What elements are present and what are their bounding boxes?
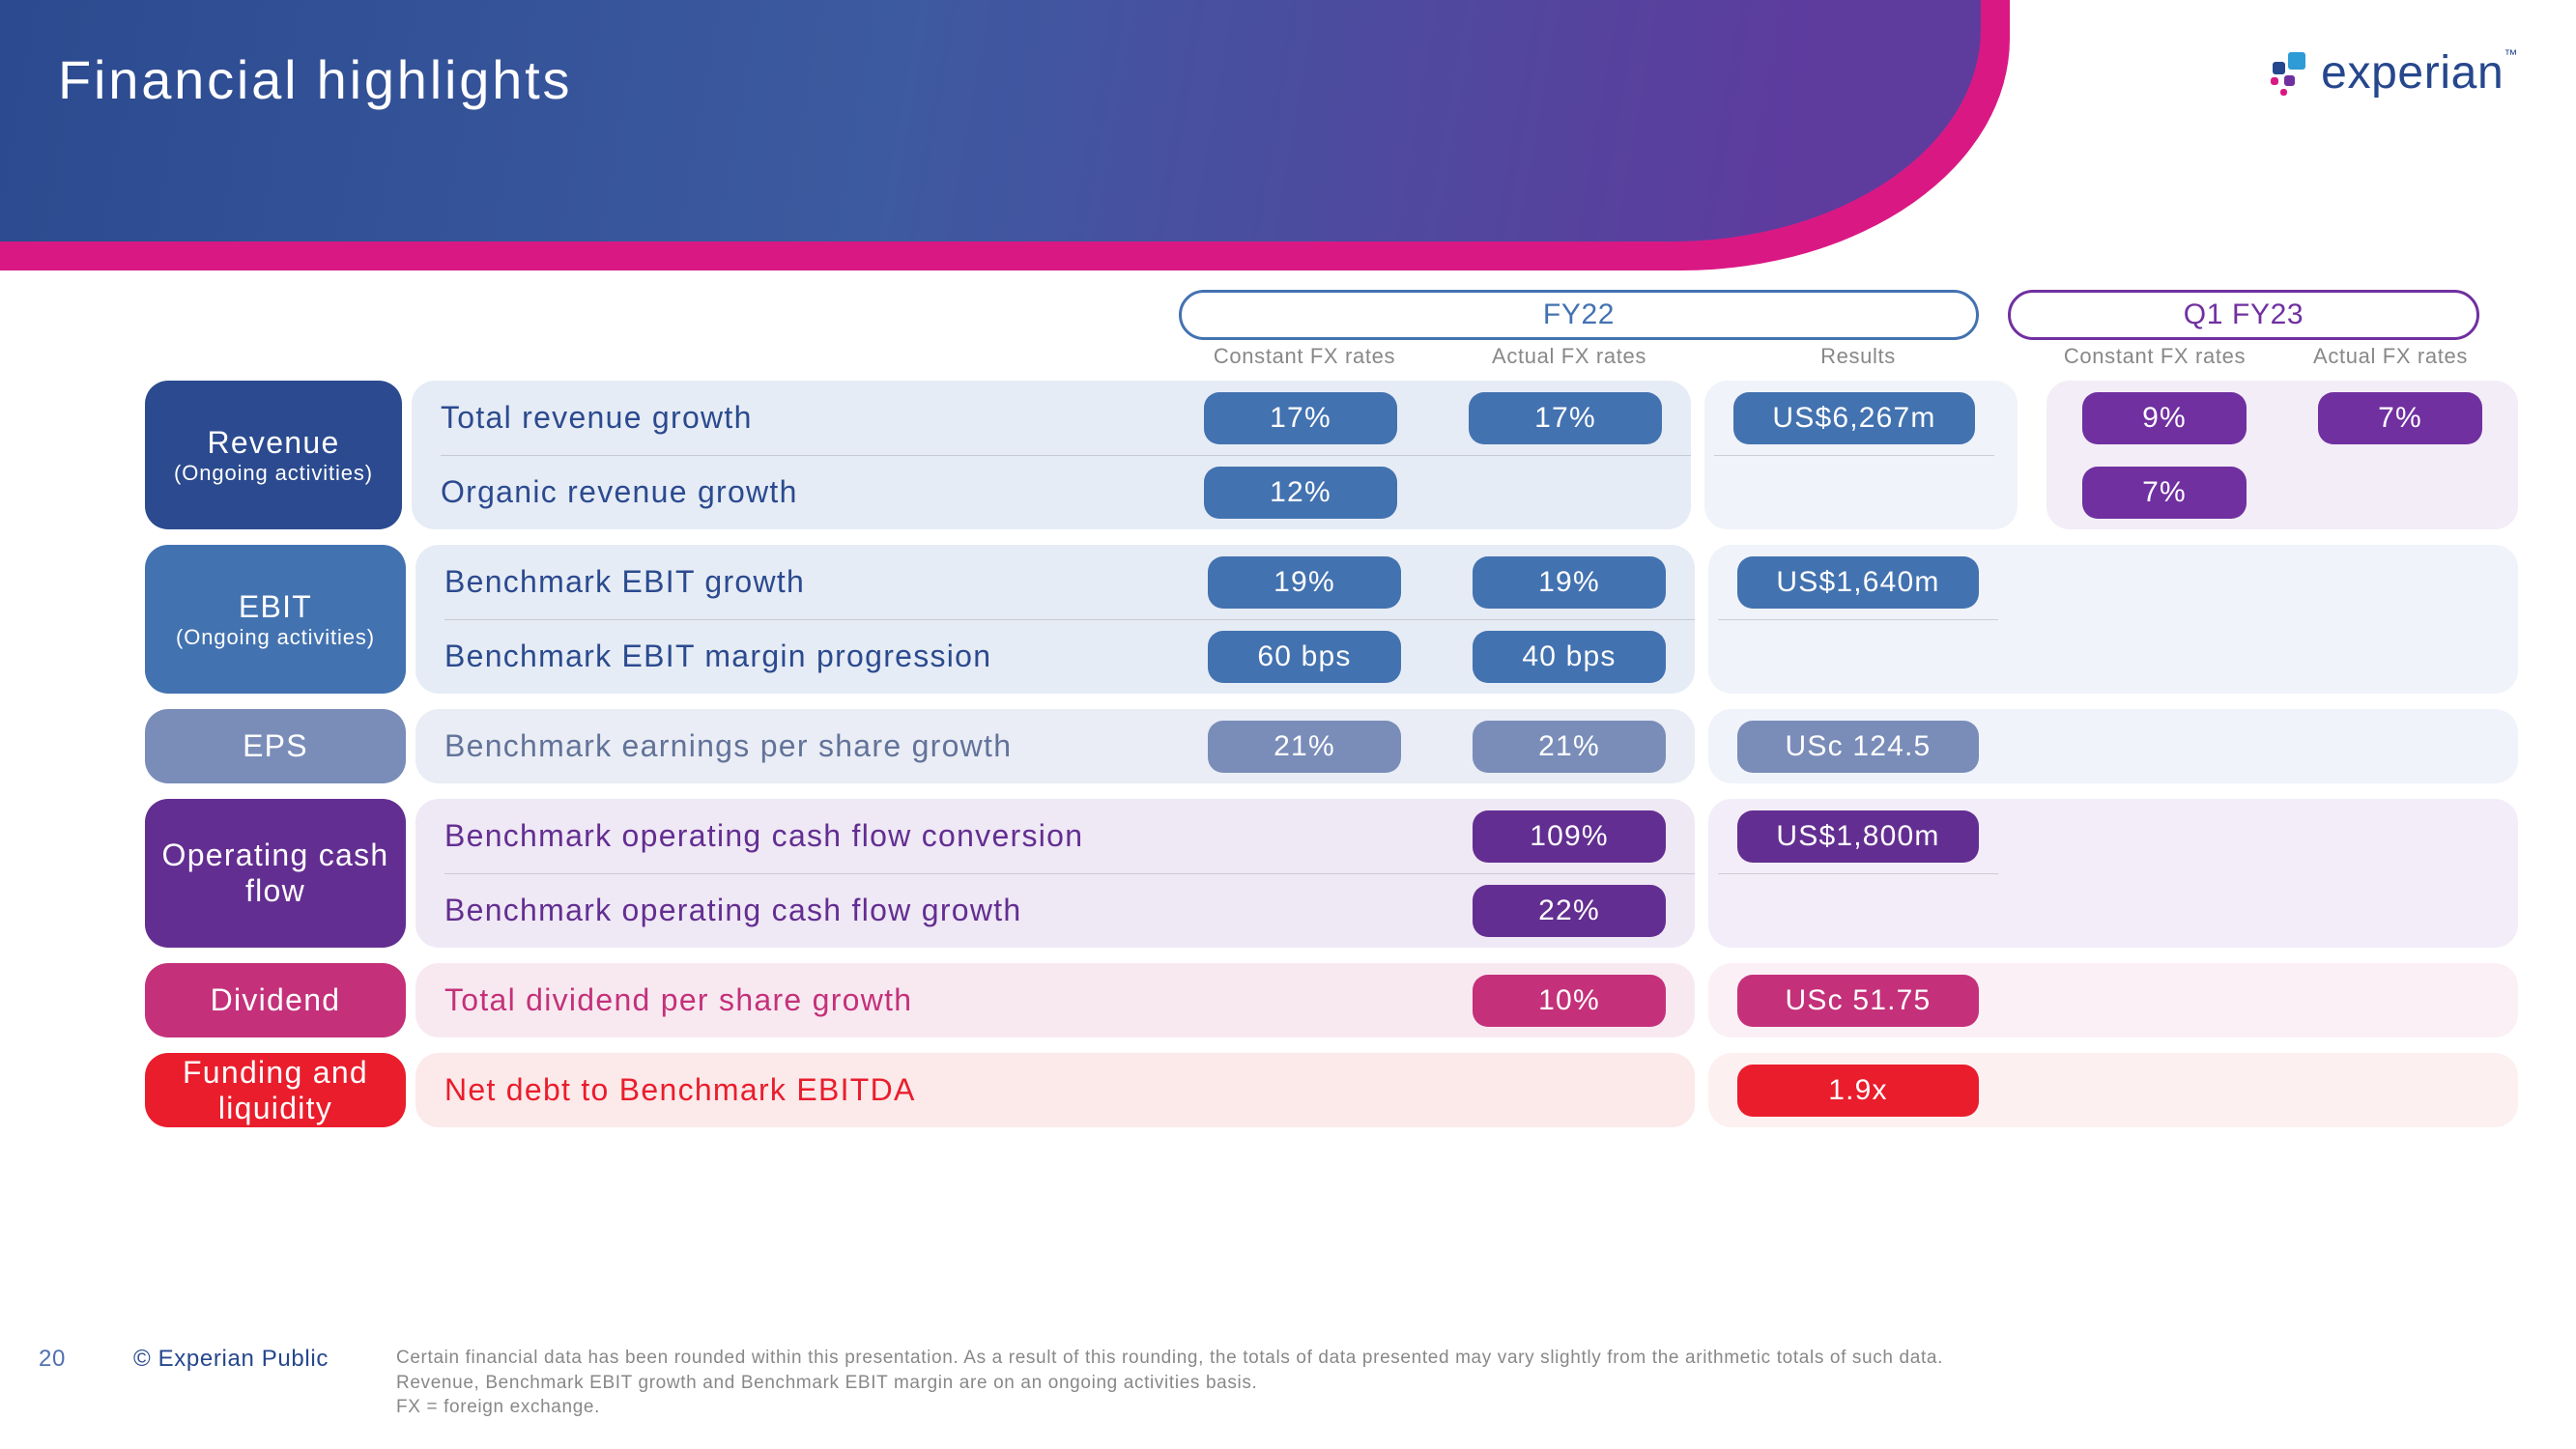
metric-label: Net debt to Benchmark EBITDA — [415, 1072, 1179, 1108]
category-label-ocf: Operating cash flow — [145, 799, 406, 948]
page-title: Financial highlights — [58, 48, 572, 111]
metric-label: Total revenue growth — [412, 400, 1175, 436]
result-pill: 1.9x — [1737, 1065, 1979, 1117]
result-pill: USc 51.75 — [1737, 975, 1979, 1027]
category-dividend: DividendTotal dividend per share growth 1… — [145, 963, 2518, 1037]
value-pill: 109% — [1473, 810, 1666, 863]
metric-label: Organic revenue growth — [412, 474, 1175, 510]
col-fy22-actual: Actual FX rates — [1444, 344, 1695, 369]
metric-row: Net debt to Benchmark EBITDA — [415, 1053, 1695, 1127]
col-q1-actual: Actual FX rates — [2273, 344, 2508, 369]
metric-label: Benchmark earnings per share growth — [415, 728, 1179, 764]
category-label-funding: Funding and liquidity — [145, 1053, 406, 1127]
metric-label: Benchmark operating cash flow conversion — [415, 818, 1179, 854]
result-pill: US$1,800m — [1737, 810, 1979, 863]
brand-logo: experian™ — [2267, 46, 2518, 99]
page-number: 20 — [39, 1346, 66, 1373]
header-background — [0, 0, 1981, 242]
column-headers: Constant FX rates Actual FX rates Result… — [145, 344, 2518, 369]
value-pill: 17% — [1469, 392, 1662, 444]
data-rows: Revenue(Ongoing activities)Total revenue… — [145, 381, 2518, 1127]
col-fy22-results: Results — [1708, 344, 2008, 369]
col-fy22-const: Constant FX rates — [1179, 344, 1430, 369]
metric-row: Total dividend per share growth 10% — [415, 963, 1695, 1037]
category-revenue: Revenue(Ongoing activities)Total revenue… — [145, 381, 2518, 529]
period-header-row: FY22 Q1 FY23 — [145, 290, 2518, 340]
value-pill: 19% — [1473, 556, 1666, 609]
value-pill: 17% — [1204, 392, 1397, 444]
logo-icon — [2267, 50, 2313, 97]
result-pill: US$1,640m — [1737, 556, 1979, 609]
q1-value-pill: 7% — [2318, 392, 2482, 444]
metric-row: Total revenue growth 17% 17% — [412, 381, 1691, 455]
q1-value-pill: 9% — [2082, 392, 2247, 444]
category-label-ebit: EBIT(Ongoing activities) — [145, 545, 406, 694]
metric-label: Total dividend per share growth — [415, 982, 1179, 1018]
copyright: © Experian Public — [133, 1346, 329, 1373]
value-pill: 19% — [1208, 556, 1401, 609]
value-pill: 21% — [1208, 721, 1401, 773]
footer: 20 © Experian Public Certain financial d… — [39, 1346, 2518, 1420]
q1-value-pill: 7% — [2082, 467, 2247, 519]
value-pill: 22% — [1473, 885, 1666, 937]
category-label-eps: EPS — [145, 709, 406, 783]
category-ocf: Operating cash flowBenchmark operating c… — [145, 799, 2518, 948]
category-label-revenue: Revenue(Ongoing activities) — [145, 381, 402, 529]
metric-row: Benchmark operating cash flow growth 22% — [415, 873, 1695, 948]
period-fy22: FY22 — [1179, 290, 1979, 340]
value-pill: 12% — [1204, 467, 1397, 519]
category-label-dividend: Dividend — [145, 963, 406, 1037]
metric-row: Organic revenue growth 12% — [412, 455, 1691, 529]
metric-label: Benchmark operating cash flow growth — [415, 893, 1179, 928]
metric-row: Benchmark earnings per share growth 21% 21… — [415, 709, 1695, 783]
logo-text: experian™ — [2321, 46, 2518, 99]
category-ebit: EBIT(Ongoing activities)Benchmark EBIT g… — [145, 545, 2518, 694]
metric-row: Benchmark EBIT growth 19% 19% — [415, 545, 1695, 619]
col-q1-const: Constant FX rates — [2037, 344, 2273, 369]
metric-row: Benchmark operating cash flow conversion… — [415, 799, 1695, 873]
category-eps: EPSBenchmark earnings per share growth 21… — [145, 709, 2518, 783]
footnote: Certain financial data has been rounded … — [396, 1346, 1943, 1420]
result-pill: US$6,267m — [1733, 392, 1975, 444]
value-pill: 60 bps — [1208, 631, 1401, 683]
content-area: FY22 Q1 FY23 Constant FX rates Actual FX… — [145, 290, 2518, 1143]
result-pill: USc 124.5 — [1737, 721, 1979, 773]
category-funding: Funding and liquidityNet debt to Benchma… — [145, 1053, 2518, 1127]
period-q1: Q1 FY23 — [2008, 290, 2479, 340]
value-pill: 10% — [1473, 975, 1666, 1027]
value-pill: 21% — [1473, 721, 1666, 773]
metric-row: Benchmark EBIT margin progression 60 bps 4… — [415, 619, 1695, 694]
value-pill: 40 bps — [1473, 631, 1666, 683]
metric-label: Benchmark EBIT margin progression — [415, 639, 1179, 674]
metric-label: Benchmark EBIT growth — [415, 564, 1179, 600]
